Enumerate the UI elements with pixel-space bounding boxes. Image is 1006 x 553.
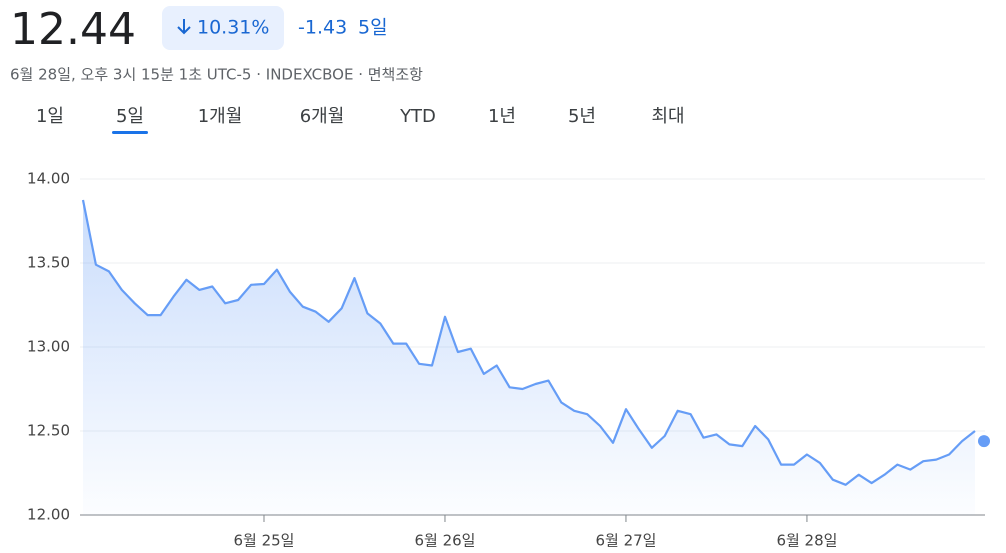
- subtitle: 6월 28일, 오후 3시 15분 1초 UTC-5 · INDEXCBOE ·…: [10, 66, 423, 84]
- change-badge: [162, 6, 284, 50]
- x-tick-label: 6월 27일: [595, 532, 656, 550]
- area: [83, 200, 975, 515]
- tab[interactable]: 5년: [568, 106, 596, 127]
- tab[interactable]: 1개월: [198, 106, 243, 127]
- price: 12.44: [10, 4, 136, 55]
- change-percent: 10.31%: [197, 17, 269, 39]
- y-tick-label: 13.00: [27, 338, 70, 356]
- y-tick-label: 13.50: [27, 254, 70, 272]
- change: -1.43: [298, 17, 347, 39]
- line: [81, 199, 976, 486]
- x-tick-label: 6월 28일: [776, 532, 837, 550]
- y-tick-label: 12.50: [27, 422, 70, 440]
- tab-underline: [112, 131, 148, 134]
- tab[interactable]: 1일: [36, 106, 64, 127]
- period: 5일: [358, 17, 388, 39]
- tab[interactable]: 1년: [488, 106, 516, 127]
- x-tick-label: 6월 26일: [414, 532, 475, 550]
- tab[interactable]: 6개월: [300, 106, 345, 127]
- plot: 12.00 12.50 13.00 13.50 14.00 6월 25일 6월 26일 6월 …: [27, 170, 990, 550]
- x-tick-label: 6월 25일: [233, 532, 294, 550]
- tab[interactable]: 5일: [116, 106, 144, 127]
- y-tick-label: 14.00: [27, 170, 70, 188]
- down-arrow: [177, 19, 191, 35]
- tabs: 1일 5일 1개월 6개월 YTD 1년 5년 최대: [36, 106, 685, 134]
- current-price-dot: [978, 435, 990, 448]
- tab[interactable]: YTD: [399, 106, 436, 127]
- y-tick-label: 12.00: [27, 506, 70, 524]
- tab[interactable]: 최대: [651, 106, 684, 127]
